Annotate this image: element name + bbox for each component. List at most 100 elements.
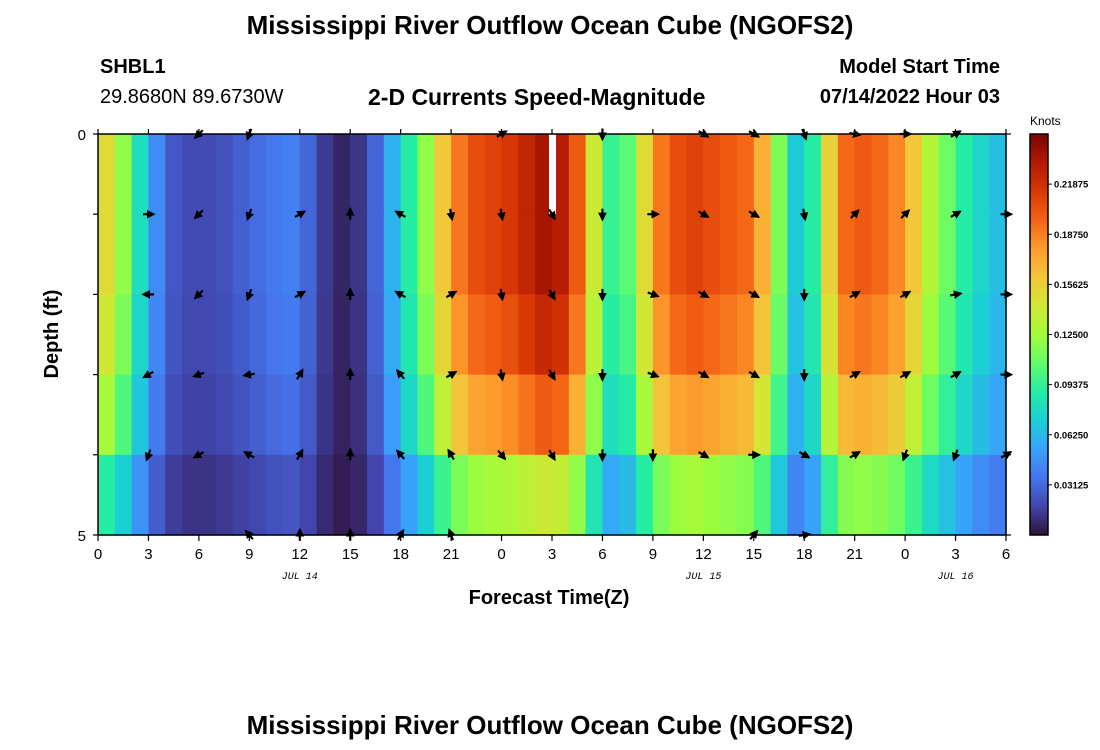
- date-label: JUL 14: [282, 572, 318, 583]
- heatmap-cell: [955, 374, 973, 456]
- heatmap-cell: [417, 214, 435, 295]
- heatmap-cell: [299, 374, 318, 456]
- heatmap-cell: [720, 374, 738, 456]
- heatmap-cell: [198, 134, 217, 215]
- heatmap-cell: [484, 214, 503, 295]
- current-vector-arrow: [496, 130, 508, 139]
- heatmap-cell: [350, 374, 368, 456]
- heatmap-cell: [888, 454, 906, 536]
- heatmap-cell: [787, 294, 805, 376]
- heatmap-cell: [955, 134, 973, 215]
- heatmap-cell: [736, 294, 755, 376]
- heatmap-cell: [989, 214, 1007, 295]
- colorbar-tick-label: 0.03125: [1054, 480, 1089, 491]
- heatmap-cell: [703, 214, 721, 295]
- heatmap-cell: [938, 294, 957, 376]
- x-tick-label: 3: [144, 546, 152, 563]
- heatmap-cell: [669, 454, 688, 536]
- colorbar-label: Knots: [1030, 114, 1061, 128]
- heatmap-cell: [669, 134, 688, 215]
- heatmap-cell: [467, 214, 486, 295]
- current-vector-arrow: [647, 369, 660, 379]
- colorbar: [1029, 133, 1049, 536]
- heatmap-cell: [165, 374, 183, 456]
- heatmap-cell: [131, 294, 150, 376]
- heatmap-cell: [652, 134, 671, 215]
- heatmap-cell: [972, 374, 990, 456]
- heatmap-cell: [535, 214, 553, 295]
- heatmap-cell: [888, 214, 906, 295]
- heatmap-cell: [417, 374, 435, 456]
- heatmap-cell: [686, 214, 704, 295]
- current-vector-arrow: [294, 290, 307, 299]
- heatmap-cell: [837, 214, 856, 295]
- x-tick-label: 18: [392, 546, 409, 563]
- heatmap-cell: [350, 454, 368, 536]
- heatmap-cell: [98, 374, 116, 456]
- current-vector-arrow: [748, 370, 761, 379]
- heatmap-cell: [804, 454, 822, 536]
- heatmap-cell: [636, 374, 654, 456]
- current-vector-arrow: [748, 129, 761, 138]
- heatmap-cell: [552, 214, 570, 295]
- heatmap-cell: [215, 134, 234, 215]
- heatmap-cell: [602, 294, 620, 376]
- colorbar-tick-label: 0.18750: [1054, 230, 1088, 241]
- heatmap-cell: [989, 374, 1007, 456]
- heatmap-cell: [770, 134, 788, 215]
- heatmap-cell: [182, 454, 200, 536]
- heatmap-cell: [837, 454, 856, 536]
- current-vector-arrow: [547, 449, 556, 462]
- current-vector-arrow: [496, 208, 506, 222]
- plot-subtitle: 2-D Currents Speed-Magnitude: [368, 84, 706, 110]
- heatmap-cell: [804, 294, 822, 376]
- heatmap-cell: [568, 294, 587, 376]
- heatmap-cell: [871, 294, 889, 376]
- heatmap-cell: [871, 374, 889, 456]
- heatmap-cell: [451, 214, 469, 295]
- heatmap-cell: [568, 134, 587, 215]
- heatmap-cell: [198, 294, 217, 376]
- y-tick-label: 5: [78, 528, 86, 545]
- heatmap-cell: [787, 134, 805, 215]
- current-vector-arrow: [547, 208, 556, 221]
- heatmap-cell: [938, 454, 957, 536]
- heatmap-cell: [552, 294, 570, 376]
- heatmap-cell: [938, 134, 957, 215]
- current-vectors: [141, 128, 1014, 541]
- heatmap-cell: [367, 134, 385, 215]
- heatmap-cell: [249, 214, 267, 295]
- current-vector-arrow: [447, 528, 456, 541]
- current-vector-arrow: [193, 289, 204, 300]
- heatmap-cell: [905, 214, 923, 295]
- heatmap-cell: [770, 454, 788, 536]
- heatmap-cell: [619, 134, 637, 215]
- heatmap-cell: [837, 294, 856, 376]
- current-vector-arrow: [698, 450, 710, 459]
- heatmap-cell: [316, 214, 334, 295]
- current-vector-arrow: [447, 448, 456, 461]
- heatmap-cell: [703, 374, 721, 456]
- heatmap-cell: [98, 454, 116, 536]
- heatmap-cell: [501, 214, 519, 295]
- colorbar-tick-label: 0.09375: [1054, 380, 1089, 391]
- x-axis-ticks: 0 3 6 9 12 15 18 21 0 3 6 9 12 15 18 21 0 3 6: [94, 129, 1010, 563]
- heatmap-cell: [131, 134, 150, 215]
- heatmap-cell: [98, 294, 116, 376]
- current-vector-arrow: [899, 290, 912, 299]
- heatmap-cell: [165, 454, 183, 536]
- x-tick-label: 21: [846, 546, 863, 563]
- current-vector-arrow: [295, 368, 304, 380]
- current-vector-arrow: [396, 528, 405, 541]
- current-vector-arrow: [850, 209, 860, 219]
- heatmap-cell: [669, 214, 688, 295]
- heatmap-cell: [417, 134, 435, 215]
- heatmap-cell: [535, 374, 553, 456]
- heatmap-cell: [501, 374, 519, 456]
- x-tick-label: 12: [695, 546, 712, 563]
- heatmap-cell: [451, 294, 469, 376]
- heatmap-cell: [955, 454, 973, 536]
- heatmap-cell: [652, 214, 671, 295]
- current-vector-arrow: [799, 128, 808, 141]
- heatmap-cell: [98, 134, 116, 215]
